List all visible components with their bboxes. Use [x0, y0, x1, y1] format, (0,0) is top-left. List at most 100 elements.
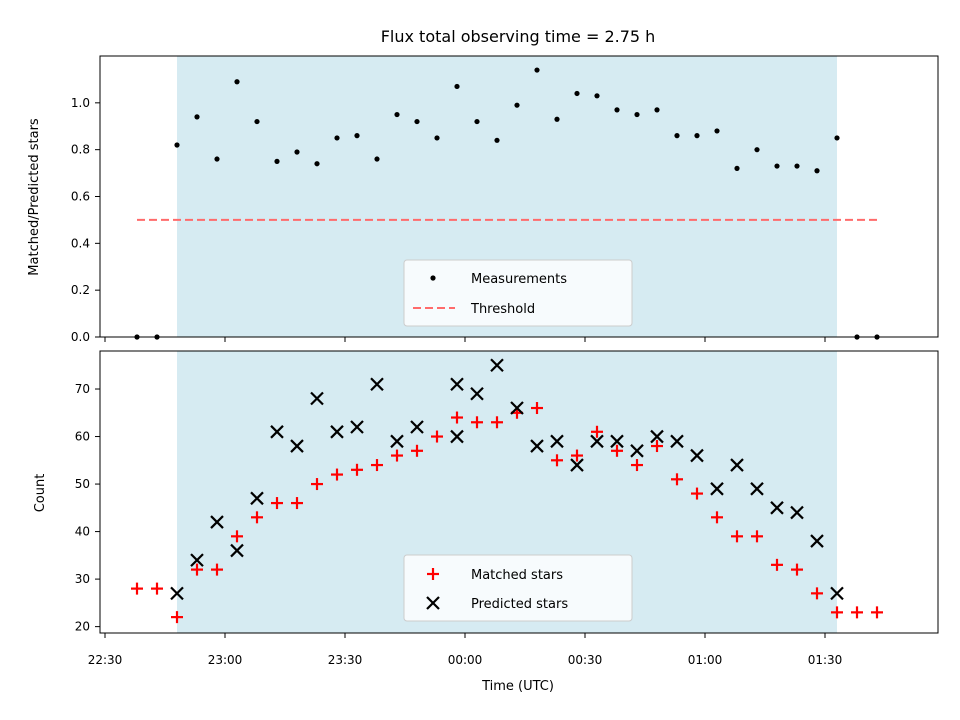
predicted-star-stroke [610, 434, 624, 449]
matched-star-point [691, 487, 703, 500]
measurement-point [394, 111, 400, 118]
count-legend-box [403, 554, 633, 622]
measurement-point [174, 142, 180, 148]
matched-star-point [271, 497, 283, 510]
measurement-point [514, 102, 520, 108]
measurement-point [754, 147, 760, 153]
chart-title: Flux total observing time = 2.75 h [381, 27, 656, 46]
ratio-panel-frame [99, 55, 939, 338]
measurement-point [674, 133, 680, 139]
matched-star-point [711, 511, 723, 524]
matched-star-point [351, 463, 363, 476]
predicted-star-point [290, 439, 304, 453]
predicted-star-point [550, 434, 564, 449]
predicted-star-stroke [270, 425, 284, 439]
y-tick-label: 30 [75, 572, 90, 586]
ratio-y-axis-label: Matched/Predicted stars [27, 118, 42, 276]
predicted-star-stroke [530, 439, 544, 453]
legend-label-predicted: Predicted stars [471, 597, 568, 612]
legend-marker-matched [427, 568, 439, 580]
matched-star-point [791, 563, 803, 576]
matched-star-point [751, 530, 763, 543]
predicted-star-point [490, 358, 504, 373]
measurement-point [834, 135, 840, 141]
predicted-star-stroke [490, 358, 504, 373]
predicted-star-point [450, 429, 464, 444]
predicted-star-stroke [630, 444, 644, 458]
predicted-star-stroke [190, 553, 204, 567]
matched-star-point [831, 606, 843, 619]
measurement-point [234, 79, 240, 85]
measurement-point [474, 118, 480, 125]
y-tick-label: 50 [75, 477, 90, 491]
measurement-point [214, 156, 220, 162]
predicted-star-stroke [170, 586, 184, 601]
x-tick-label: 23:00 [208, 653, 243, 667]
predicted-star-stroke [450, 377, 464, 392]
matched-star-point [531, 402, 543, 415]
y-tick-label: 1.0 [71, 96, 90, 110]
x-tick-label: 01:30 [808, 653, 843, 667]
x-tick-label: 00:00 [448, 653, 483, 667]
matched-star-point [391, 449, 403, 462]
measurement-point [634, 111, 640, 118]
matched-star-point [431, 430, 443, 443]
matched-star-point [331, 468, 343, 481]
matched-star-point [411, 444, 423, 457]
predicted-star-stroke [650, 429, 664, 444]
count-panel: 20 30 40 50 60 70 Count Time (UTC) Matched st… [33, 350, 939, 694]
predicted-star-stroke [730, 458, 744, 472]
count-y-axis-label: Count [33, 474, 48, 513]
predicted-star-point [810, 534, 824, 548]
matched-star-point [191, 563, 203, 576]
predicted-star-point [730, 458, 744, 472]
measurement-point [594, 93, 600, 99]
measurement-point [794, 163, 800, 169]
predicted-star-point [330, 425, 344, 439]
matched-star-point [491, 416, 503, 429]
matched-star-point [871, 606, 883, 619]
predicted-star-point [790, 505, 804, 520]
matched-star-point [611, 444, 623, 457]
matched-star-point [651, 440, 663, 453]
matched-stars-points [131, 402, 883, 624]
matched-star-point [851, 606, 863, 619]
measurement-point [194, 114, 200, 120]
y-axis-ticks: 0.0 0.2 0.4 0.6 0.8 1.0 [71, 96, 100, 344]
legend-label-measurements: Measurements [471, 272, 567, 287]
predicted-star-stroke [830, 586, 844, 601]
measurement-point [694, 133, 700, 139]
predicted-star-point [590, 434, 604, 449]
predicted-star-point [670, 434, 684, 449]
predicted-star-stroke [510, 401, 524, 415]
legend-label-matched: Matched stars [471, 568, 563, 583]
y-tick-label: 70 [75, 382, 90, 396]
predicted-star-point [690, 448, 704, 463]
predicted-star-point [390, 434, 404, 449]
measurement-point [574, 90, 580, 97]
y-tick-label: 0.6 [71, 190, 90, 204]
ratio-legend: Measurements Threshold [403, 259, 633, 327]
x-axis-ticks: 22:30 23:00 23:30 00:00 00:30 01:00 01:30 [88, 337, 843, 667]
matched-star-point [131, 582, 143, 595]
predicted-star-point [630, 444, 644, 458]
matched-star-point [571, 449, 583, 462]
measurement-point [314, 161, 320, 167]
y-tick-label: 0.4 [71, 236, 90, 250]
ratio-legend-box [403, 259, 633, 327]
predicted-star-point [610, 434, 624, 449]
matched-star-point [551, 454, 563, 467]
predicted-star-stroke [570, 458, 584, 472]
predicted-star-stroke [470, 386, 484, 401]
measurement-point [414, 118, 420, 125]
matched-star-point [231, 530, 243, 543]
matched-star-point [591, 425, 603, 438]
predicted-star-stroke [390, 434, 404, 449]
predicted-star-stroke [450, 429, 464, 444]
measurement-point [454, 83, 460, 90]
matched-star-point [251, 511, 263, 524]
predicted-star-stroke [790, 505, 804, 520]
matched-star-point [171, 611, 183, 624]
predicted-star-stroke [370, 377, 384, 392]
